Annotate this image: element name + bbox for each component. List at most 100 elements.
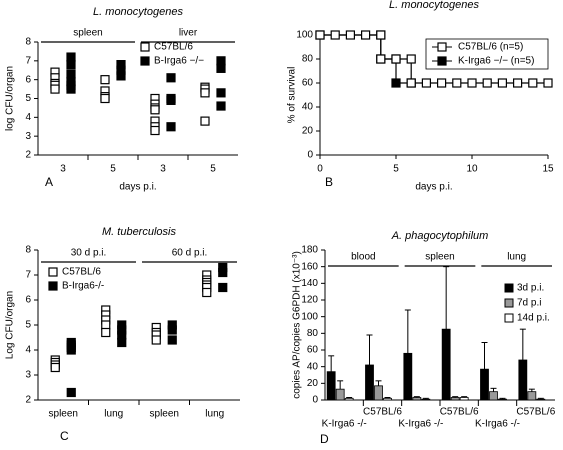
point bbox=[216, 56, 226, 66]
group-label: lung bbox=[507, 252, 526, 263]
bar bbox=[412, 397, 422, 401]
legend-marker bbox=[48, 267, 58, 277]
x-tick-label: spleen bbox=[49, 409, 78, 420]
bar bbox=[344, 397, 354, 401]
point bbox=[406, 78, 416, 88]
bar bbox=[536, 398, 546, 401]
x-tick-label: 5 bbox=[210, 164, 216, 175]
point bbox=[315, 30, 325, 40]
point bbox=[166, 95, 176, 105]
bar bbox=[489, 391, 498, 401]
point bbox=[101, 327, 111, 338]
point bbox=[216, 88, 226, 98]
point bbox=[50, 362, 60, 373]
y-tick-label: 0 bbox=[307, 150, 313, 161]
x-tick-label: K-Irga6 -/- bbox=[398, 419, 443, 430]
group-label: spleen bbox=[73, 28, 102, 39]
point bbox=[512, 78, 523, 88]
point bbox=[376, 30, 386, 40]
bar bbox=[480, 368, 489, 401]
point bbox=[117, 337, 127, 348]
y-tick-label: 2 bbox=[25, 150, 31, 161]
y-tick-label: 8 bbox=[25, 37, 31, 48]
legend-swatch bbox=[504, 298, 514, 308]
legend-marker bbox=[437, 42, 447, 52]
legend-label: 7d p.i bbox=[517, 298, 541, 309]
point bbox=[100, 93, 110, 104]
point bbox=[482, 78, 492, 88]
legend-marker bbox=[140, 56, 150, 66]
legend-box bbox=[425, 38, 549, 70]
x-axis-label: days p.i. bbox=[119, 182, 156, 193]
point bbox=[391, 78, 401, 88]
y-tick-label: 0 bbox=[312, 395, 318, 406]
point bbox=[66, 387, 76, 398]
point bbox=[497, 78, 507, 88]
point bbox=[391, 54, 401, 64]
y-tick-label: 7 bbox=[25, 270, 31, 281]
point bbox=[467, 78, 477, 88]
group-label: 30 d p.i. bbox=[71, 248, 107, 259]
group-label: spleen bbox=[425, 252, 454, 263]
x-tick-label: 3 bbox=[60, 164, 66, 175]
y-tick-label: 40 bbox=[302, 102, 314, 113]
point bbox=[151, 335, 161, 345]
bar bbox=[518, 359, 528, 401]
y-tick-label: 60 bbox=[302, 78, 314, 89]
bar bbox=[450, 397, 460, 401]
chart-title: L. monocytogenes bbox=[389, 0, 479, 11]
point bbox=[116, 71, 126, 81]
x-tick-label: C57BL/6 bbox=[440, 407, 479, 418]
legend-swatch bbox=[504, 313, 514, 323]
point bbox=[150, 125, 160, 136]
point bbox=[421, 78, 431, 88]
point bbox=[437, 78, 447, 88]
x-tick-label: lung bbox=[104, 409, 123, 420]
point bbox=[452, 78, 462, 88]
x-tick-label: C57BL/6 bbox=[516, 407, 555, 418]
bar bbox=[459, 397, 469, 401]
point bbox=[150, 105, 160, 115]
point bbox=[345, 30, 355, 40]
x-tick-label: lung bbox=[205, 409, 224, 420]
bar bbox=[374, 385, 383, 401]
y-tick-label: 4 bbox=[25, 112, 31, 123]
point bbox=[50, 84, 60, 94]
point bbox=[117, 330, 127, 340]
y-tick-label: 20 bbox=[307, 378, 319, 389]
point bbox=[216, 63, 226, 73]
point bbox=[167, 335, 177, 345]
point bbox=[216, 101, 226, 111]
y-tick-label: 180 bbox=[301, 245, 318, 256]
group-label: liver bbox=[179, 28, 198, 39]
point bbox=[202, 287, 212, 298]
panel-letter: B bbox=[325, 175, 333, 189]
x-tick-label: 10 bbox=[466, 164, 478, 175]
y-tick-label: 3 bbox=[25, 131, 31, 142]
y-tick-label: 100 bbox=[301, 311, 318, 322]
bar bbox=[365, 364, 374, 401]
point bbox=[200, 88, 210, 98]
point bbox=[166, 73, 176, 83]
y-tick-label: 3 bbox=[25, 370, 31, 381]
point bbox=[361, 30, 371, 40]
y-tick-label: 5 bbox=[25, 320, 31, 331]
panel-letter: A bbox=[45, 175, 53, 189]
x-axis-label: days p.i. bbox=[415, 182, 452, 193]
y-axis-label: copies AP/copies G6PDH (x10⁻³) bbox=[292, 251, 303, 399]
point bbox=[218, 282, 228, 293]
bar bbox=[335, 388, 345, 401]
bar bbox=[421, 398, 431, 401]
point bbox=[200, 116, 210, 126]
y-tick-label: 7 bbox=[25, 55, 31, 66]
x-tick-label: 0 bbox=[317, 164, 323, 175]
y-tick-label: 100 bbox=[296, 30, 313, 41]
point bbox=[66, 59, 76, 70]
x-tick-label: K-Irga6 -/- bbox=[322, 419, 367, 430]
x-tick-label: 3 bbox=[160, 164, 166, 175]
legend-label: B-Irga6 −/− bbox=[154, 56, 204, 67]
group-label: blood bbox=[351, 252, 375, 263]
y-tick-label: 4 bbox=[25, 345, 31, 356]
point bbox=[101, 320, 111, 330]
